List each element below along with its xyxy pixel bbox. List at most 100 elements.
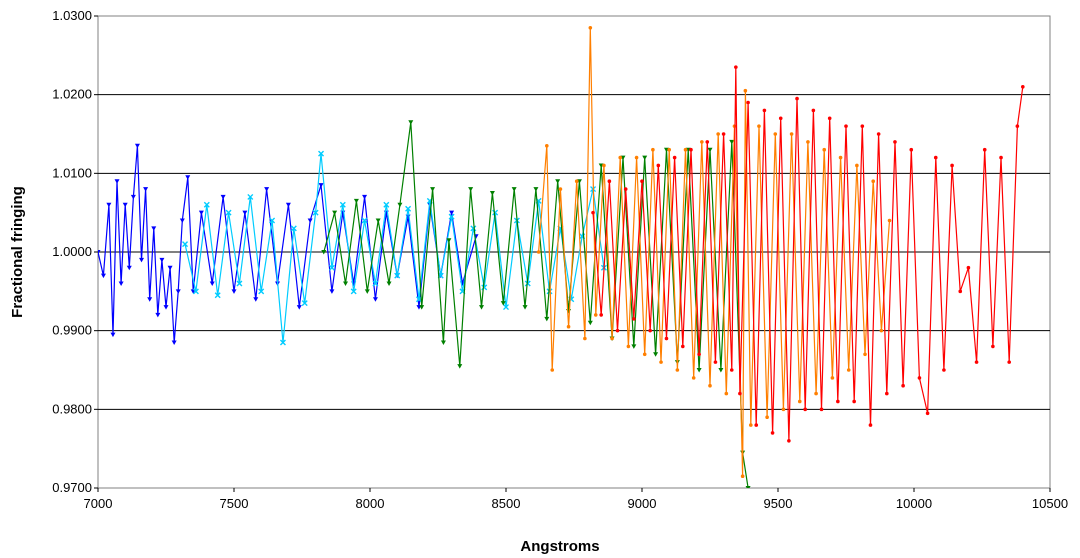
data-point	[329, 289, 335, 294]
data-point	[448, 213, 455, 220]
x-tick-label: 7000	[84, 496, 113, 511]
data-point	[185, 175, 191, 180]
data-point	[656, 163, 661, 168]
data-point	[599, 313, 603, 317]
data-point	[615, 328, 620, 333]
data-point	[163, 305, 169, 310]
data-point	[705, 140, 710, 144]
series-1	[98, 143, 479, 345]
data-point	[667, 147, 671, 152]
data-point	[372, 297, 378, 302]
data-point	[588, 26, 593, 30]
series-3	[321, 120, 751, 488]
data-point	[642, 155, 648, 161]
data-point	[871, 179, 875, 183]
data-point	[220, 194, 226, 200]
data-point	[806, 140, 810, 144]
data-point	[225, 209, 232, 216]
data-point	[708, 383, 712, 388]
data-point	[640, 179, 644, 183]
data-point	[917, 376, 922, 380]
data-point	[492, 209, 499, 216]
data-point	[511, 187, 517, 192]
data-point	[1015, 124, 1020, 128]
data-point	[689, 147, 693, 152]
data-point	[724, 391, 729, 396]
data-point	[449, 210, 455, 216]
data-point	[536, 250, 541, 254]
data-point	[838, 155, 843, 160]
data-point	[198, 210, 204, 216]
data-point	[745, 486, 751, 488]
data-point	[182, 241, 189, 248]
data-point	[175, 289, 181, 294]
data-point	[139, 257, 145, 263]
data-point	[827, 116, 832, 121]
data-point	[318, 150, 325, 157]
data-point	[618, 155, 623, 160]
data-point	[855, 163, 859, 168]
data-point	[991, 344, 995, 349]
y-axis-ticks: 0.9700 0.9800 0.9900 1.0000 1.0100 1.0200 1.03…	[52, 8, 98, 495]
x-tick-label: 8500	[492, 496, 521, 511]
data-point	[626, 344, 631, 349]
y-tick-label: 0.9700	[52, 480, 92, 495]
data-point	[100, 273, 106, 279]
data-point	[110, 332, 116, 338]
data-point	[332, 210, 338, 216]
data-point	[651, 147, 655, 152]
data-point	[863, 352, 867, 357]
data-point	[844, 124, 848, 128]
data-point	[574, 179, 579, 183]
data-point	[718, 368, 724, 373]
series-5	[591, 65, 1025, 443]
data-point	[258, 288, 265, 295]
data-point	[852, 399, 856, 404]
data-point	[738, 391, 742, 396]
data-point	[350, 288, 357, 295]
data-point	[696, 368, 702, 373]
data-point	[285, 202, 291, 208]
data-point	[846, 368, 851, 372]
data-point	[147, 297, 153, 302]
data-point	[749, 423, 753, 427]
data-point	[721, 132, 726, 136]
data-point	[610, 336, 614, 341]
data-point	[681, 344, 685, 349]
data-point	[192, 288, 199, 295]
data-point	[740, 474, 745, 479]
data-point	[98, 250, 101, 255]
data-point	[623, 187, 628, 191]
series-line	[184, 153, 605, 343]
data-point	[593, 313, 598, 317]
data-point	[942, 368, 946, 372]
series-4	[536, 26, 892, 479]
data-point	[757, 124, 761, 128]
data-point	[974, 360, 979, 364]
y-tick-label: 1.0300	[52, 8, 92, 23]
y-axis-label: Fractional fringing	[9, 186, 26, 318]
data-point	[683, 147, 688, 152]
data-point	[375, 218, 381, 224]
data-point	[746, 100, 750, 105]
data-point	[362, 194, 368, 200]
x-tick-label: 7500	[220, 496, 249, 511]
data-point	[134, 143, 140, 149]
data-point	[279, 339, 286, 346]
data-point	[307, 218, 313, 224]
data-point	[522, 305, 528, 310]
y-tick-label: 1.0000	[52, 244, 92, 259]
data-point	[707, 147, 713, 153]
data-point	[419, 305, 425, 310]
data-point	[797, 399, 802, 404]
data-point	[383, 201, 390, 208]
data-point	[642, 352, 647, 357]
data-point	[716, 132, 720, 136]
data-point	[950, 163, 954, 168]
data-point	[394, 272, 401, 279]
series-layer	[98, 26, 1025, 488]
data-point	[691, 376, 696, 380]
data-point	[697, 352, 701, 357]
data-point	[672, 155, 677, 160]
data-point	[787, 439, 791, 443]
